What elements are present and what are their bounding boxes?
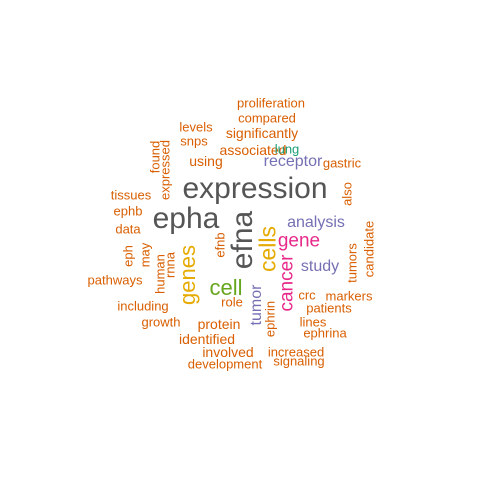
word-gene: gene xyxy=(277,230,321,252)
word-lung: lung xyxy=(274,141,300,157)
word-crc: crc xyxy=(298,287,316,303)
word-data: data xyxy=(115,221,141,237)
word-human: human xyxy=(152,254,168,294)
word-analysis: analysis xyxy=(287,214,345,231)
word-receptor: receptor xyxy=(263,153,323,170)
word-ephb: ephb xyxy=(113,203,143,219)
word-increased: increased xyxy=(267,344,325,360)
word-lines: lines xyxy=(299,314,327,330)
word-identified: identified xyxy=(178,331,236,347)
word-significantly: significantly xyxy=(225,125,299,141)
word-may: may xyxy=(137,242,153,268)
word-eph: eph xyxy=(120,245,136,267)
word-efna: efna xyxy=(226,210,259,270)
word-efnb: efnb xyxy=(212,232,228,258)
word-cancer: cancer xyxy=(276,254,298,312)
word-including: including xyxy=(117,298,169,314)
word-expressed: expressed xyxy=(157,140,173,200)
word-tissues: tissues xyxy=(110,187,152,203)
word-signaling: signaling xyxy=(273,353,325,369)
word-expression: expression xyxy=(182,172,328,205)
word-snps: snps xyxy=(180,133,208,149)
word-associated: associated xyxy=(219,142,287,158)
word-candidate: candidate xyxy=(361,220,377,278)
word-protein: protein xyxy=(197,316,241,332)
word-gastric: gastric xyxy=(322,155,362,171)
word-epha: epha xyxy=(152,202,220,235)
word-markers: markers xyxy=(325,288,373,304)
word-proliferation: proliferation xyxy=(237,95,305,111)
word-role: role xyxy=(221,294,243,310)
word-ephrin: ephrin xyxy=(262,300,278,338)
word-tumors: tumors xyxy=(344,243,360,283)
word-using: using xyxy=(189,153,223,169)
word-pathways: pathways xyxy=(87,272,143,288)
word-cell: cell xyxy=(209,275,243,300)
word-levels: levels xyxy=(179,119,213,135)
word-genes: genes xyxy=(175,245,200,305)
word-study: study xyxy=(300,258,340,275)
word-development: development xyxy=(187,356,263,372)
word-ephrina: ephrina xyxy=(303,325,347,341)
word-patients: patients xyxy=(306,300,352,316)
word-growth: growth xyxy=(141,314,181,330)
word-involved: involved xyxy=(202,344,254,360)
word-compared: compared xyxy=(238,110,296,126)
word-also: also xyxy=(339,182,355,206)
